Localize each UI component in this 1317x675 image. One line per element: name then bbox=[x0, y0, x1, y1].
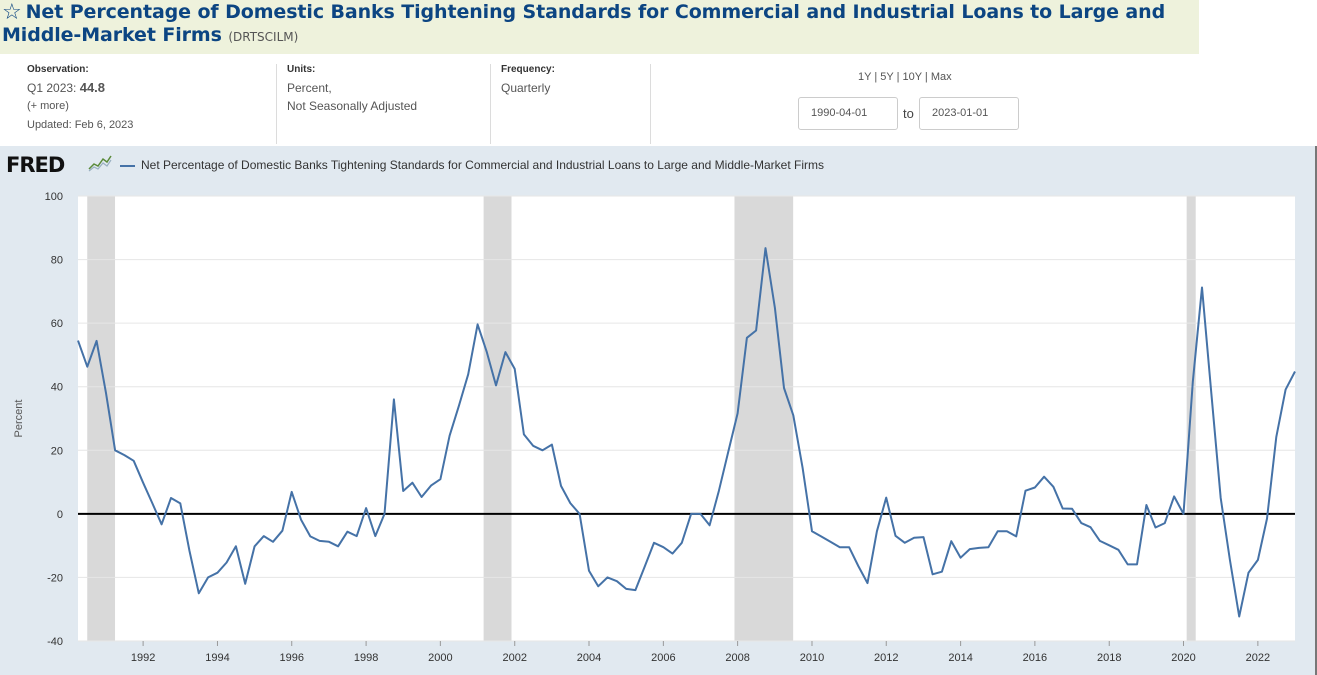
x-tick-label: 1992 bbox=[131, 652, 155, 664]
star-icon[interactable]: ☆ bbox=[2, 0, 22, 25]
y-axis-ticks: 100 80 60 40 20 0 -20 -40 bbox=[45, 191, 63, 648]
recession-band bbox=[483, 196, 512, 641]
legend-swatch bbox=[120, 165, 135, 167]
frequency-block: Frequency: Quarterly bbox=[490, 64, 650, 144]
units-block: Units: Percent, Not Seasonally Adjusted bbox=[276, 64, 490, 144]
series-polyline[interactable] bbox=[77, 247, 1296, 618]
y-tick-label: -40 bbox=[47, 636, 63, 648]
x-tick-label: 1994 bbox=[205, 652, 229, 664]
observation-line: Q1 2023: 44.8 bbox=[27, 79, 133, 97]
x-tick-label: 2016 bbox=[1023, 652, 1047, 664]
y-axis-label: Percent bbox=[13, 400, 25, 438]
x-tick-label: 1996 bbox=[279, 652, 303, 664]
observation-value: 44.8 bbox=[79, 80, 106, 95]
range-max-link[interactable]: Max bbox=[930, 71, 952, 83]
scrollbar-edge bbox=[1315, 146, 1317, 675]
x-tick-label: 2022 bbox=[1246, 652, 1270, 664]
legend-label: Net Percentage of Domestic Banks Tighten… bbox=[141, 158, 824, 172]
y-tick-label: 20 bbox=[51, 445, 63, 457]
observation-block: Observation: Q1 2023: 44.8 (+ more) Upda… bbox=[27, 64, 133, 144]
units-line-2: Not Seasonally Adjusted bbox=[287, 99, 418, 113]
y-tick-label: 0 bbox=[57, 509, 63, 521]
x-tick-label: 1998 bbox=[354, 652, 378, 664]
range-links: 1Y | 5Y | 10Y | Max bbox=[858, 71, 952, 83]
range-separator: | bbox=[871, 71, 881, 83]
range-separator: | bbox=[921, 71, 931, 83]
y-tick-label: 60 bbox=[51, 318, 63, 330]
page-title: ☆ Net Percentage of Domestic Banks Tighte… bbox=[2, 1, 1199, 48]
frequency-value: Quarterly bbox=[501, 81, 551, 95]
more-link[interactable]: (+ more) bbox=[27, 100, 69, 112]
x-tick-label: 2020 bbox=[1171, 652, 1195, 664]
to-label: to bbox=[903, 106, 914, 121]
chart-area: FRED Net Percentage of Domestic Banks Ti… bbox=[0, 146, 1317, 675]
y-tick-label: 80 bbox=[51, 255, 63, 267]
units-label: Units: bbox=[287, 64, 316, 75]
x-tick-label: 2000 bbox=[428, 652, 452, 664]
end-date-input[interactable]: 2023-01-01 bbox=[919, 97, 1019, 130]
title-bar: ☆ Net Percentage of Domestic Banks Tighte… bbox=[0, 0, 1199, 54]
range-separator: | bbox=[893, 71, 903, 83]
range-10y-link[interactable]: 10Y bbox=[902, 71, 922, 83]
range-5y-link[interactable]: 5Y bbox=[880, 71, 894, 83]
divider bbox=[650, 64, 651, 144]
plot-background bbox=[78, 196, 1295, 641]
series-title: Net Percentage of Domestic Banks Tighten… bbox=[2, 1, 1166, 46]
fred-chart-icon bbox=[88, 154, 112, 172]
x-tick-label: 2012 bbox=[874, 652, 898, 664]
observation-period: Q1 2023: bbox=[27, 81, 77, 95]
x-tick-label: 2004 bbox=[577, 652, 601, 664]
fred-logo[interactable]: FRED bbox=[6, 153, 65, 177]
grid-lines bbox=[78, 195, 1295, 642]
y-tick-label: 40 bbox=[51, 382, 63, 394]
updated-date: Updated: Feb 6, 2023 bbox=[27, 119, 134, 131]
frequency-label: Frequency: bbox=[501, 64, 555, 75]
start-date-input[interactable]: 1990-04-01 bbox=[798, 97, 898, 130]
y-tick-label: 100 bbox=[45, 191, 63, 203]
x-tick-label: 2002 bbox=[502, 652, 526, 664]
units-line-1: Percent, bbox=[287, 81, 332, 95]
series-id: (DRTSCILM) bbox=[228, 30, 299, 44]
y-tick-label: -20 bbox=[47, 572, 63, 584]
x-tick-label: 2014 bbox=[948, 652, 972, 664]
x-tick-label: 2006 bbox=[651, 652, 675, 664]
x-tick-label: 2010 bbox=[800, 652, 824, 664]
x-axis-ticks: 1992 1994 1996 1998 2000 2002 2004 2006 2008 2010… bbox=[131, 641, 1270, 664]
observation-label: Observation: bbox=[27, 64, 89, 75]
series-line bbox=[77, 247, 1296, 618]
series-meta: Observation: Q1 2023: 44.8 (+ more) Upda… bbox=[0, 54, 1199, 146]
x-tick-label: 2018 bbox=[1097, 652, 1121, 664]
line-chart: 100 80 60 40 20 0 -20 -40 1992 1994 1996 1998 2000 2… bbox=[13, 191, 1296, 664]
range-1y-link[interactable]: 1Y bbox=[858, 71, 872, 83]
x-tick-label: 2008 bbox=[725, 652, 749, 664]
